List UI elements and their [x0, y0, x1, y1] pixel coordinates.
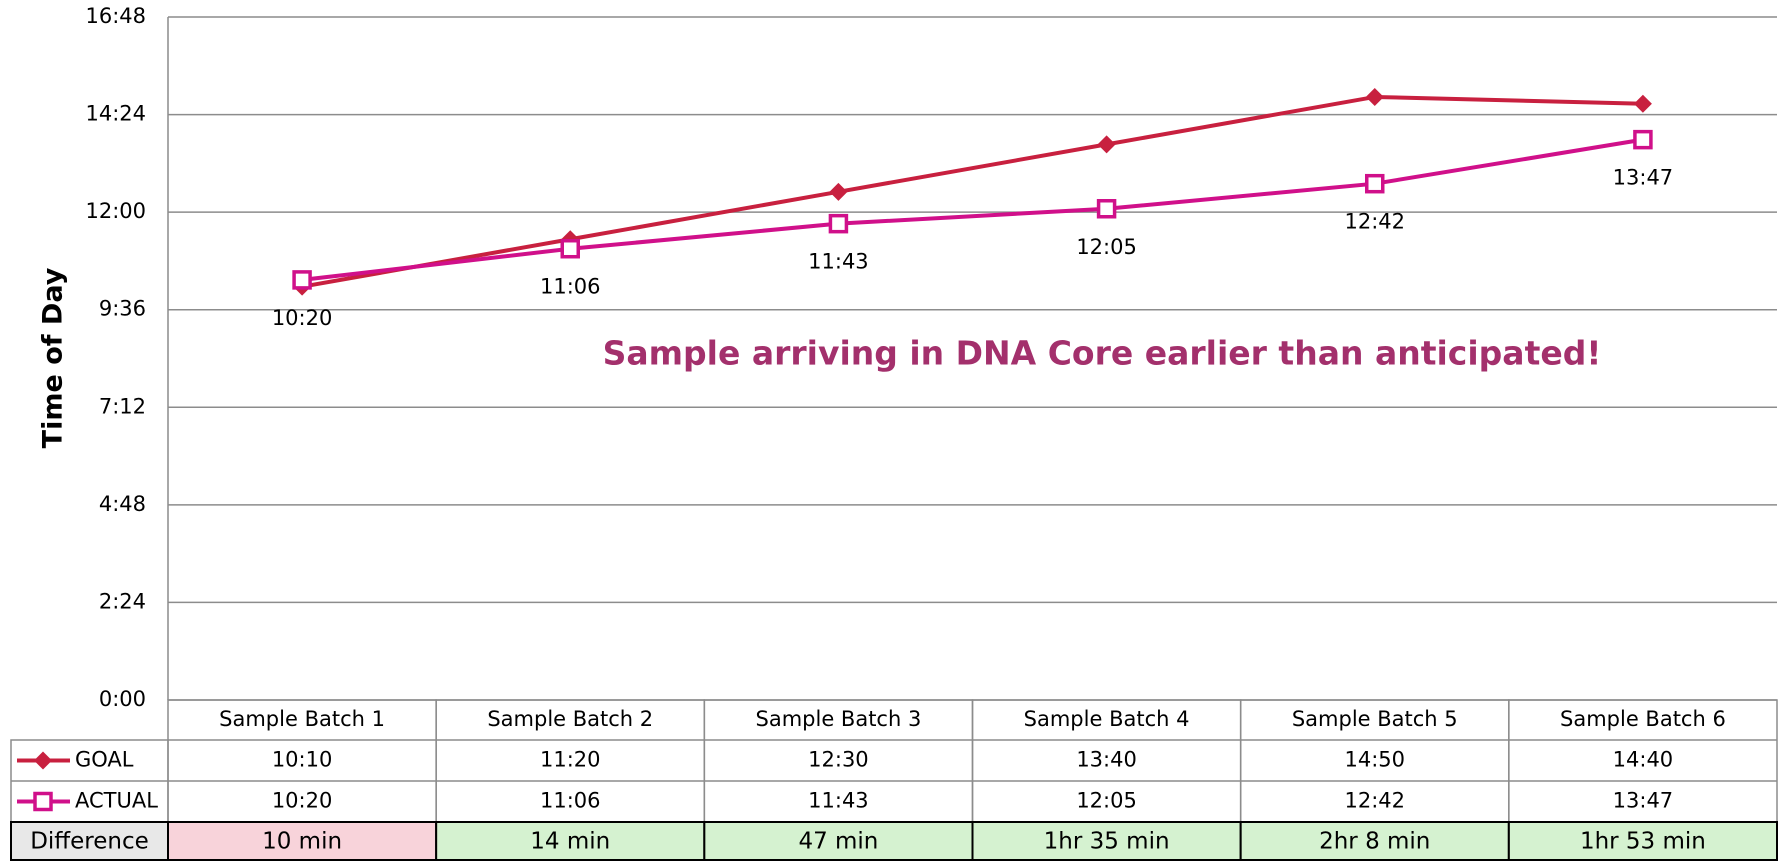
table-value: 14:50	[1344, 748, 1405, 772]
point	[560, 238, 580, 259]
table-value: 11:43	[808, 789, 869, 813]
point	[1365, 87, 1384, 106]
y-tick-label: 7:12	[99, 394, 146, 418]
table-value: 10:10	[272, 748, 333, 772]
table-value: 14:40	[1613, 748, 1674, 772]
data-label: 12:05	[1076, 235, 1137, 259]
legend-label: GOAL	[75, 748, 134, 772]
difference-cell	[435, 821, 706, 861]
series-line	[301, 94, 1643, 289]
category-label: Sample Batch 6	[1560, 707, 1726, 731]
difference-cell	[1239, 821, 1510, 861]
y-axis-label: Time of Day	[38, 267, 69, 448]
y-tick-label: 14:24	[85, 102, 146, 126]
table-value: 13:40	[1076, 748, 1137, 772]
point	[292, 270, 312, 290]
point	[828, 213, 849, 234]
y-tick-label: 0:00	[99, 687, 146, 711]
data-label: 10:20	[272, 306, 333, 330]
category-label: Sample Batch 4	[1024, 707, 1190, 731]
difference-value: 2hr 8 min	[1319, 829, 1430, 855]
difference-value: 47 min	[798, 829, 878, 855]
category-label: Sample Batch 3	[756, 707, 922, 731]
difference-cell	[703, 821, 974, 861]
table-value: 10:20	[272, 789, 333, 813]
category-label: Sample Batch 1	[219, 707, 385, 731]
data-label: 11:06	[540, 275, 601, 299]
series-line	[301, 137, 1644, 282]
table-value: 13:47	[1613, 789, 1674, 813]
y-tick-label: 16:48	[85, 4, 146, 28]
y-tick-label: 12:00	[85, 199, 146, 223]
table-value: 12:30	[808, 748, 869, 772]
point	[1097, 135, 1116, 154]
point	[1096, 199, 1117, 219]
annotation: Sample arriving in DNA Core earlier than…	[603, 334, 1602, 373]
point	[1633, 94, 1652, 113]
difference-value: 14 min	[530, 829, 610, 855]
table-value: 12:05	[1076, 789, 1137, 813]
legend-marker	[34, 751, 52, 770]
category-label: Sample Batch 5	[1292, 707, 1458, 731]
difference-cell	[167, 821, 438, 861]
difference-value: 1hr 35 min	[1044, 829, 1170, 855]
point	[1633, 129, 1653, 150]
y-tick-label: 9:36	[99, 297, 146, 321]
table-value: 11:06	[540, 789, 601, 813]
table-value: 12:42	[1344, 789, 1405, 813]
category-label: Sample Batch 2	[487, 707, 653, 731]
difference-value: 10 min	[262, 829, 342, 855]
legend-marker	[33, 791, 53, 812]
point	[1365, 173, 1385, 194]
data-label: 13:47	[1613, 166, 1674, 190]
legend-label: ACTUAL	[75, 789, 158, 813]
difference-cell	[1507, 821, 1778, 861]
data-label: 12:42	[1344, 210, 1405, 234]
difference-value: 1hr 53 min	[1580, 829, 1706, 855]
y-tick-label: 2:24	[99, 589, 146, 613]
table-value: 11:20	[540, 748, 601, 772]
difference-label: Difference	[30, 829, 149, 855]
y-tick-label: 4:48	[99, 492, 146, 516]
difference-cell	[10, 821, 169, 861]
point	[829, 182, 848, 201]
data-label: 11:43	[808, 250, 869, 274]
